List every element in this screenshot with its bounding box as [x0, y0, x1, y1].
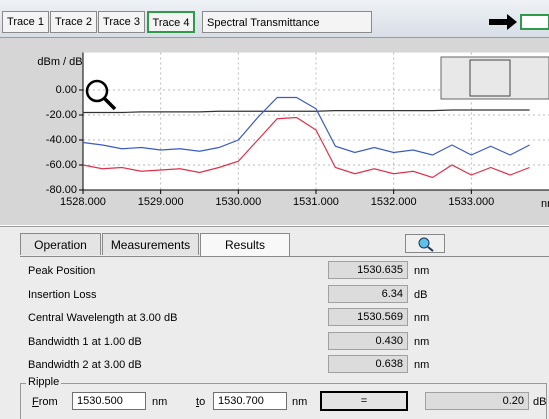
y-tick-label: -40.00: [46, 134, 77, 146]
result-label: Bandwidth 2 at 3.00 dB: [28, 359, 142, 371]
y-tick-label: -60.00: [46, 159, 77, 171]
panel-border: [20, 256, 549, 257]
result-value: 0.638: [328, 355, 408, 373]
compute-button[interactable]: =: [320, 391, 408, 411]
trace-tab-active[interactable]: Trace 4: [147, 11, 195, 33]
x-axis-label: nm: [541, 198, 549, 210]
y-tick-label: -20.00: [46, 109, 77, 121]
from-label: From: [32, 396, 58, 408]
result-unit: nm: [414, 265, 430, 277]
trace-line: [82, 116, 530, 179]
result-unit: nm: [414, 336, 430, 348]
result-value: 1530.569: [328, 308, 408, 326]
result-label: Insertion Loss: [28, 289, 97, 301]
result-unit: nm: [414, 312, 430, 324]
overview-window: [469, 59, 511, 97]
zoom-icon-handle: [102, 96, 117, 111]
panel-tab[interactable]: Measurements: [102, 233, 199, 255]
arrow-icon[interactable]: [485, 10, 549, 34]
to-label: to: [196, 396, 206, 408]
x-tick-label: 1530.000: [215, 196, 261, 208]
to-input[interactable]: 1530.700: [213, 392, 287, 410]
trace-line: [82, 96, 530, 156]
trace-tab[interactable]: Trace 2: [50, 11, 97, 33]
result-label: Central Wavelength at 3.00 dB: [28, 312, 178, 324]
x-tick-label: 1529.000: [138, 196, 184, 208]
trace-tab[interactable]: Trace 1: [2, 11, 49, 33]
ripple-unit: dB: [533, 396, 547, 408]
x-tick-label: 1531.000: [293, 196, 339, 208]
result-value: 1530.635: [328, 261, 408, 279]
result-unit: dB: [414, 289, 428, 301]
x-tick-label: 1528.000: [60, 196, 106, 208]
x-tick-label: 1533.000: [448, 196, 494, 208]
zoom-icon: [85, 79, 109, 103]
trace-tab[interactable]: Trace 3: [98, 11, 145, 33]
panel-tab[interactable]: Operation: [20, 233, 101, 255]
result-label: Bandwidth 1 at 1.00 dB: [28, 336, 142, 348]
splitter[interactable]: [0, 225, 549, 227]
x-tick-label: 1532.000: [371, 196, 417, 208]
y-axis-label: dBm / dB: [37, 56, 82, 68]
result-label: Peak Position: [28, 265, 96, 277]
result-value: 6.34: [328, 285, 408, 303]
overview-thumbnail: [440, 56, 549, 100]
panel-tab-active[interactable]: Results: [200, 233, 290, 257]
y-tick-label: 0.00: [56, 84, 77, 96]
view-title: Spectral Transmittance: [202, 11, 372, 33]
ripple-title: Ripple: [26, 376, 62, 388]
from-input[interactable]: 1530.500: [72, 392, 146, 410]
result-value: 0.430: [328, 332, 408, 350]
ripple-group: [20, 383, 547, 419]
from-unit: nm: [152, 396, 168, 408]
to-unit: nm: [292, 396, 308, 408]
zoom-button[interactable]: [405, 234, 445, 253]
result-unit: nm: [414, 359, 430, 371]
trace-line: [83, 109, 530, 114]
chart: dBm / dB nm 0.00 -20.00 -40.00 -60.00 -80.00…: [0, 38, 549, 225]
ripple-result: 0.20: [425, 392, 529, 410]
y-tick-label: -80.00: [46, 184, 77, 196]
